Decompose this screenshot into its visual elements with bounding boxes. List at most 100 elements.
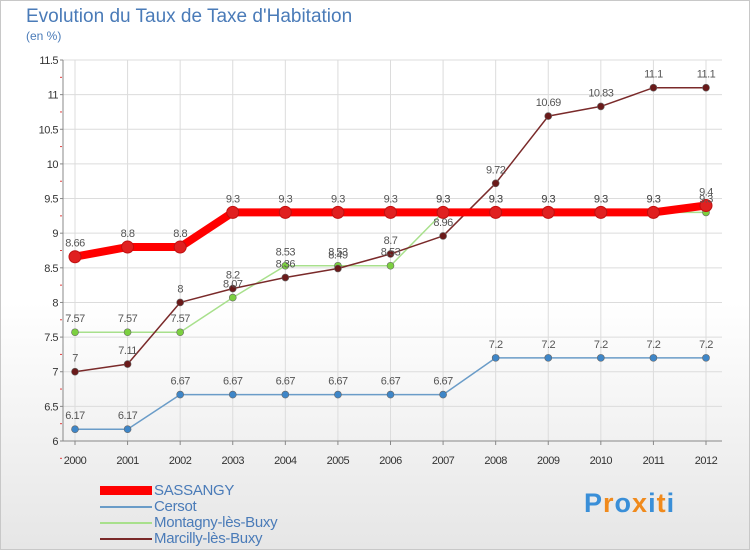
data-point [281,273,290,282]
data-point [71,328,79,337]
data-label: 8.07 [223,279,243,291]
data-label: 8.96 [433,217,453,229]
data-label: 9.3 [278,193,292,205]
data-point [334,264,342,273]
data-point [278,205,292,219]
data-point [541,205,555,219]
data-label: 9.3 [489,193,503,205]
x-tick-label: 2012 [695,455,718,467]
data-point [439,390,447,399]
legend-swatch [100,522,152,524]
y-tick-label: 11.5 [39,55,58,67]
logo-letter: r [603,488,615,518]
data-label: 7.2 [489,339,503,351]
data-point [439,232,447,240]
data-point [702,354,710,362]
logo-letter: o [614,488,633,518]
data-label: 6.17 [65,410,85,422]
x-tick-label: 2001 [116,455,139,467]
data-point [386,390,395,399]
data-point [594,205,608,219]
data-label: 6.67 [170,376,190,388]
data-label: 7.2 [647,339,661,351]
y-tick-label: 10 [47,159,59,171]
data-label: 9.3 [541,193,555,205]
data-point [544,354,553,362]
data-point [228,390,237,399]
data-label: 9.3 [436,193,450,205]
data-label: 9.3 [541,193,555,205]
data-label: 7.2 [699,339,713,351]
data-label: 10.83 [588,87,613,99]
data-point [699,198,713,212]
data-label: 9.3 [331,193,345,205]
data-label: 7.57 [118,313,138,325]
data-label: 9.72 [486,164,506,176]
legend-label: SASSANGY [154,482,235,499]
y-tick-label: 10.5 [39,124,59,136]
data-label: 8.66 [65,238,85,250]
data-point [436,205,450,219]
y-tick-label: 8.5 [44,263,58,275]
data-label: 8.36 [276,259,296,271]
data-label: 9.3 [594,193,608,205]
data-labels: 6.17 6.17 6.67 6.67 6.67 6.67 6.67 6.67 7.2 7.2 7.… [65,69,716,423]
data-label: 11.1 [644,69,663,81]
data-label: 9.3 [647,193,661,205]
data-label: 8.7 [384,235,398,247]
legend-swatch [100,486,152,495]
data-point [597,102,605,111]
y-tick-label: 9 [52,228,58,240]
data-label: 8.49 [328,250,348,262]
data-point [491,179,500,188]
data-point [489,205,503,219]
y-tick-label: 7.5 [44,332,58,344]
x-tick-label: 2007 [432,455,455,467]
legend-swatch [100,538,152,540]
data-label: 6.67 [433,376,453,388]
data-point [71,367,79,376]
chart-title: Evolution du Taux de Taxe d'Habitation [26,6,353,27]
y-tick-label: 7 [52,367,58,379]
data-point [702,83,710,92]
data-point [281,390,290,399]
data-point [334,390,342,399]
x-tick-label: 2008 [484,455,507,467]
data-label: 9.3 [699,193,713,205]
series-lines [68,83,713,434]
data-label: 11.1 [697,69,716,81]
legend-label: Marcilly-lès-Buxy [154,530,263,547]
data-label: 7 [72,353,78,365]
data-label: 9.3 [594,193,608,205]
data-point [176,298,184,307]
data-label: 8 [177,283,183,295]
data-point [176,390,184,399]
logo-letter: x [632,488,649,518]
data-point [384,205,397,219]
data-label: 9.3 [647,193,661,205]
data-label: 6.67 [223,376,243,388]
data-label: 9.3 [384,193,398,205]
data-point [176,328,184,337]
data-point [649,83,658,92]
x-tick-label: 2000 [64,455,87,467]
line-chart: 6 6.5 7 7.5 8 8.5 9 9.5 10 10.5 11 11.5 2000 2001 2002… [39,55,722,467]
x-tick-label: 2005 [327,455,350,467]
data-label: 8.2 [226,270,240,282]
proxiti-logo: Proxiti [584,488,675,519]
data-point [597,354,605,362]
data-point [649,354,658,362]
data-point [544,112,553,120]
x-tick-label: 2006 [379,455,402,467]
axes: 6 6.5 7 7.5 8 8.5 9 9.5 10 10.5 11 11.5 2000 2001 2002… [39,55,722,467]
data-label: 6.67 [328,376,348,388]
x-tick-label: 2003 [222,455,245,467]
data-point [71,425,79,434]
grid [63,59,722,442]
data-point [121,240,135,254]
x-tick-label: 2010 [590,455,613,467]
logo-letter: t [656,488,667,518]
data-label: 7.11 [118,345,137,357]
data-point [228,284,237,293]
data-label: 6.67 [276,376,296,388]
